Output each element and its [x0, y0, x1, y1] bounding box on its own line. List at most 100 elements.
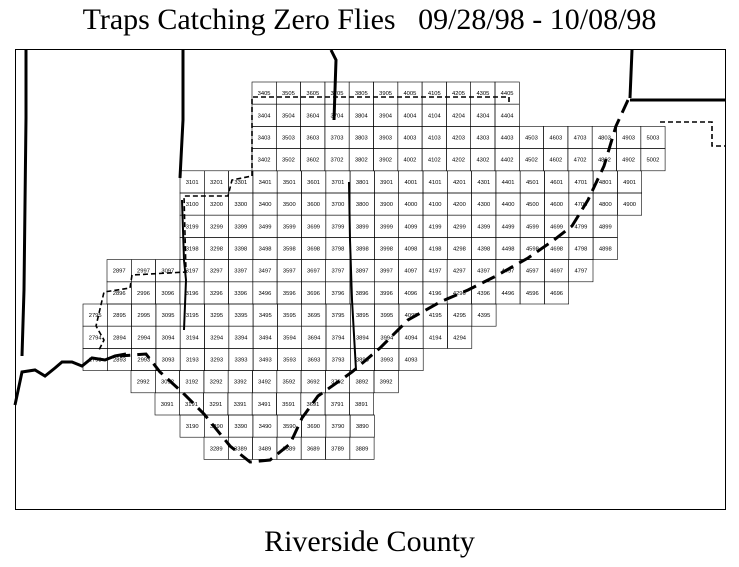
trap-cell: 4202 — [446, 148, 471, 172]
trap-cell-label: 3598 — [283, 247, 296, 253]
trap-cell-label: 4098 — [404, 247, 417, 253]
trap-cell-label: 4399 — [477, 224, 490, 230]
trap-cell: 4596 — [519, 281, 545, 305]
trap-cell-label: 3500 — [283, 202, 296, 208]
trap-cell: 3692 — [300, 370, 326, 394]
trap-cell-label: 3403 — [258, 136, 271, 142]
trap-cell: 3399 — [228, 214, 254, 238]
trap-cell-label: 3690 — [307, 424, 320, 430]
trap-cell: 3404 — [251, 103, 277, 127]
trap-cell: 4003 — [397, 126, 423, 149]
trap-cell-label: 2794 — [89, 335, 103, 341]
trap-cell-label: 3790 — [331, 424, 344, 430]
trap-cell: 4197 — [422, 259, 448, 283]
trap-cell: 3196 — [179, 281, 205, 305]
trap-cell: 3293 — [204, 348, 230, 371]
trap-cell-label: 4501 — [526, 180, 539, 186]
trap-cell-label: 4001 — [404, 180, 417, 186]
trap-cell: 4401 — [495, 170, 521, 194]
trap-cell-label: 3200 — [210, 202, 223, 208]
trap-cell: 3801 — [349, 170, 375, 194]
trap-cell-label: 4203 — [452, 136, 465, 142]
trap-cell-label: 3289 — [210, 446, 223, 452]
trap-cell-label: 3892 — [355, 380, 368, 386]
trap-cell-label: 3199 — [186, 224, 199, 230]
trap-cell: 3193 — [179, 348, 205, 371]
trap-cell-label: 4599 — [526, 224, 539, 230]
trap-cell: 3800 — [349, 192, 375, 216]
trap-cell-label: 4004 — [403, 113, 417, 119]
trap-cell-label: 3296 — [210, 291, 223, 297]
trap-cell-label: 3590 — [283, 424, 296, 430]
trap-cell: 2794 — [82, 325, 108, 349]
trap-cell-label: 3993 — [380, 358, 393, 364]
trap-cell: 3489 — [252, 436, 278, 460]
river-line-west — [13, 352, 127, 406]
trap-cell-label: 3805 — [355, 91, 368, 97]
trap-cell: 3893 — [349, 348, 375, 371]
trap-cell-label: 3397 — [234, 269, 247, 275]
trap-cell: 3592 — [276, 370, 302, 394]
trap-cell-label: 2795 — [89, 313, 102, 319]
trap-cell: 3396 — [228, 281, 254, 305]
trap-cell: 2997 — [131, 259, 156, 283]
trap-cell: 4094 — [398, 325, 424, 349]
trap-cell-label: 2895 — [113, 313, 126, 319]
trap-cell: 3594 — [277, 325, 302, 349]
trap-cell: 3590 — [276, 414, 302, 438]
trap-cell: 3601 — [301, 170, 327, 194]
trap-cell-label: 3390 — [234, 424, 247, 430]
trap-cell-label: 3191 — [185, 402, 198, 408]
trap-cell-label: 4405 — [501, 91, 514, 97]
trap-cell: 3804 — [348, 103, 374, 127]
trap-cell-label: 4093 — [405, 358, 418, 364]
trap-cell-label: 3197 — [186, 269, 199, 275]
trap-cell: 3992 — [373, 370, 399, 394]
trap-cell: 4501 — [519, 170, 545, 194]
trap-cell-label: 3994 — [380, 335, 394, 341]
trap-cell-label: 3703 — [331, 136, 344, 142]
trap-cell: 3892 — [349, 370, 375, 394]
trap-cell: 3294 — [204, 325, 230, 349]
trap-cell: 3496 — [252, 281, 278, 305]
trap-cell-label: 4204 — [452, 113, 466, 119]
trap-cell-label: 4899 — [599, 224, 612, 230]
trap-cell-label: 3494 — [259, 335, 273, 341]
trap-cell: 5002 — [640, 148, 666, 172]
trap-cell-label: 3499 — [259, 224, 272, 230]
trap-cell-label: 4696 — [550, 291, 563, 297]
trap-cell: 3799 — [325, 214, 351, 238]
trap-cell-label: 3904 — [379, 113, 393, 119]
trap-cell-label: 3698 — [307, 247, 320, 253]
trap-cell-label: 4295 — [453, 313, 466, 319]
trap-cell-label: 4598 — [526, 247, 539, 253]
trap-cell-label: 4003 — [403, 136, 416, 142]
trap-cell-label: 4602 — [549, 158, 562, 164]
trap-cell-label: 4701 — [574, 180, 587, 186]
trap-cell-label: 4002 — [403, 158, 416, 164]
trap-cell: 4001 — [398, 170, 424, 194]
trap-cell: 4603 — [543, 126, 569, 149]
trap-cell-label: 3898 — [356, 247, 369, 253]
trap-cell-label: 4902 — [622, 158, 635, 164]
trap-cell: 5003 — [640, 126, 666, 149]
trap-cell-label: 4102 — [428, 158, 441, 164]
trap-cell-label: 4104 — [428, 113, 442, 119]
trap-cell: 4898 — [592, 237, 618, 260]
trap-cell-label: 3702 — [331, 158, 344, 164]
trap-cell-label: 3201 — [210, 180, 223, 186]
trap-cell: 2897 — [106, 259, 132, 283]
trap-cell-label: 4194 — [429, 335, 443, 341]
trap-cell-label: 3894 — [356, 335, 370, 341]
trap-cell: 3192 — [179, 370, 205, 394]
trap-cell-label: 4303 — [476, 136, 489, 142]
trap-cell: 3403 — [251, 126, 277, 149]
trap-cell: 3500 — [276, 192, 302, 216]
trap-cell: 4301 — [471, 170, 497, 194]
trap-cell: 3699 — [301, 214, 327, 238]
trap-cell: 4201 — [446, 170, 472, 194]
trap-cell-label: 3299 — [210, 224, 223, 230]
trap-cell-label: 3491 — [258, 402, 271, 408]
trap-cell: 4104 — [421, 103, 447, 127]
trap-cell-label: 4304 — [476, 113, 490, 119]
